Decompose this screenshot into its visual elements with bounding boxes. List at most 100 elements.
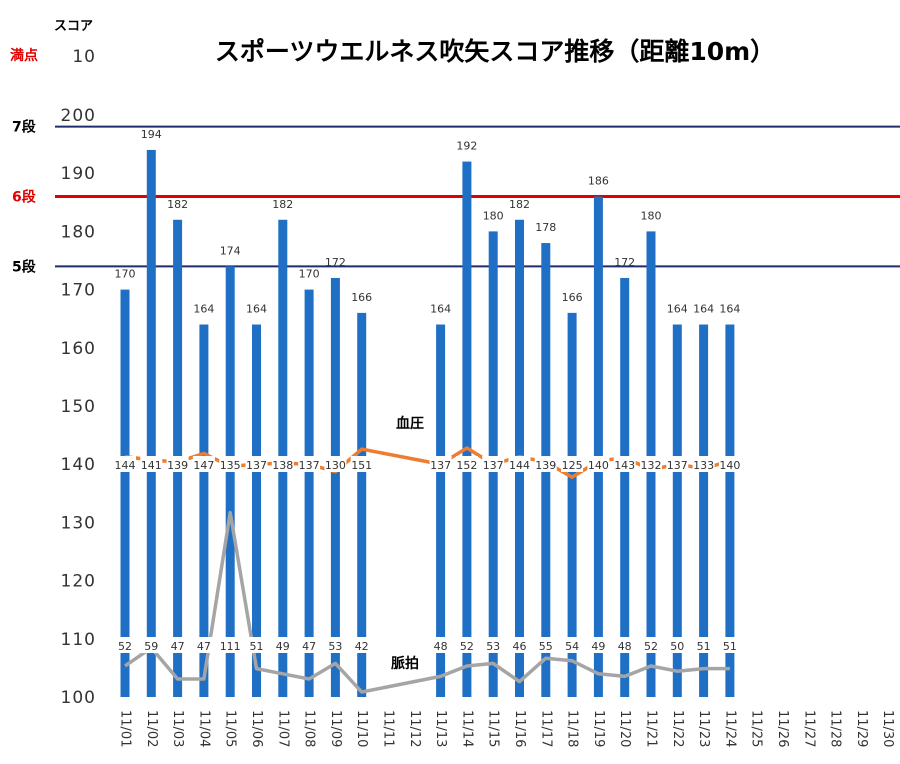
bar-value-label: 164 [693,303,714,316]
pulse-label: 53 [486,640,500,653]
y-tick-label: 180 [61,222,96,242]
bar [357,312,367,697]
pulse-label: 47 [171,640,185,653]
value-label-bg [455,637,478,653]
pulse-label: 46 [513,640,527,653]
value-label-bg [613,637,636,653]
value-label-bg [718,637,741,653]
bar-value-label: 164 [430,303,451,316]
value-label-bg [482,637,505,653]
x-tick-label: 11/15 [486,710,501,747]
x-tick-label: 11/30 [880,710,895,747]
bar [304,289,314,697]
bar-value-label: 172 [614,256,635,269]
value-label-bg [140,637,163,653]
bar [120,289,130,697]
pulse-label: 52 [460,640,474,653]
pulse-label: 47 [302,640,316,653]
x-tick-label: 11/13 [433,710,448,747]
bar-value-label: 174 [220,244,241,257]
x-tick-label: 11/06 [249,710,264,747]
bar-value-label: 164 [246,303,267,316]
blood-pressure-label: 137 [483,459,504,472]
value-label-bg [692,637,715,653]
blood-pressure-label: 137 [299,459,320,472]
value-label-bg [455,456,478,472]
blood-pressure-label: 132 [641,459,662,472]
value-label-bg [192,637,215,653]
bar-value-label: 170 [115,268,136,281]
bar [199,324,209,697]
blood-pressure-label: 144 [509,459,530,472]
blood-pressure-label: 133 [693,459,714,472]
value-label-bg [640,637,662,653]
bar-value-label: 182 [272,198,293,211]
x-tick-label: 11/18 [565,710,580,747]
y-tick-label: 130 [61,513,96,533]
bar-value-label: 194 [141,128,162,141]
value-label-bg [271,456,294,472]
x-tick-label: 11/26 [775,710,790,747]
value-label-bg [587,637,610,653]
x-tick-label: 11/23 [696,710,711,747]
value-label-bg [324,456,347,472]
x-tick-label: 11/21 [644,710,659,747]
value-label-bg [666,637,689,653]
value-label-bg [219,637,242,653]
value-label-bg [429,637,452,653]
pulse-label: 52 [118,640,132,653]
y-tick-label: 160 [61,339,96,359]
value-label-bg [166,637,189,653]
blood-pressure-label: 130 [325,459,346,472]
pulse-label: 59 [144,640,158,653]
x-tick-label: 11/07 [275,710,290,747]
bar-value-label: 186 [588,174,609,187]
bar [436,324,446,697]
value-label-bg [561,637,584,653]
value-label-bg [140,456,163,472]
x-tick-label: 11/16 [512,710,527,747]
blood-pressure-label: 141 [141,459,162,472]
blood-pressure-label: 147 [193,459,214,472]
y-tick-label: 120 [61,572,96,592]
bar-value-label: 192 [456,140,477,153]
reference-line-label: 7段 [12,119,36,136]
x-tick-label: 11/10 [354,710,369,747]
bar [146,149,156,698]
value-label-bg [298,456,321,472]
bar [567,312,577,697]
value-label-bg [534,637,557,653]
value-label-bg [324,637,347,653]
bar-value-label: 182 [167,198,188,211]
value-label-bg [508,456,531,472]
value-label-bg [508,637,531,653]
value-label-bg [192,456,215,472]
value-label-bg [640,456,662,472]
x-tick-label: 11/22 [670,710,685,747]
y-tick-label: 190 [61,164,96,184]
value-label-bg [245,456,268,472]
x-tick-label: 11/29 [854,710,869,747]
series-name-label: 血圧 [396,415,424,432]
bar [593,196,603,698]
blood-pressure-label: 143 [614,459,635,472]
x-tick-label: 11/27 [801,710,816,747]
x-tick-label: 11/19 [591,710,606,747]
pulse-label: 54 [565,640,579,653]
value-label-bg [561,456,584,472]
value-label-bg [166,456,189,472]
y-tick-label: 170 [61,281,96,301]
x-tick-label: 11/12 [407,710,422,747]
value-label-bg [350,456,373,472]
bar-value-label: 164 [667,303,688,316]
x-tick-label: 11/25 [749,710,764,747]
value-label-bg [114,456,136,472]
value-label-bg [219,456,242,472]
y-tick-label: 100 [61,688,96,708]
pulse-label: 55 [539,640,553,653]
value-label-bg [429,456,452,472]
value-label-bg [613,456,636,472]
bar-value-label: 172 [325,256,346,269]
data-labels: 170 194 182 164 174 164 182 170 172 166 164 192 180 1… [114,128,741,653]
